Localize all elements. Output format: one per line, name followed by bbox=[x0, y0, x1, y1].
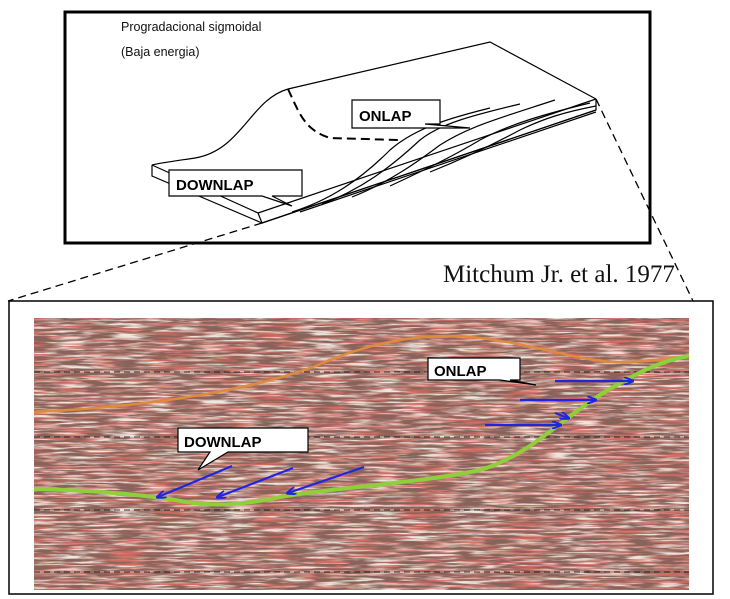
top-block-panel: Progradacional sigmoidal (Baja energia) bbox=[63, 10, 652, 245]
blue-arrow-icon bbox=[158, 464, 233, 497]
top-onlap-callout: ONLAP bbox=[351, 99, 471, 129]
seismic-downlap-label: DOWNLAP bbox=[184, 434, 262, 451]
blue-arrow-icon bbox=[218, 466, 294, 497]
seismic-onlap-callout: ONLAP bbox=[427, 357, 537, 386]
onlap-arrows bbox=[485, 381, 632, 425]
top-downlap-callout: DOWNLAP bbox=[168, 169, 303, 207]
seismic-panel: ONLAP DOWNLAP bbox=[8, 300, 714, 595]
blue-arrow-icon bbox=[288, 465, 365, 493]
top-onlap-label: ONLAP bbox=[359, 108, 412, 125]
block-diagram bbox=[151, 41, 597, 224]
projection-line-left bbox=[7, 222, 263, 302]
seismic-downlap-callout: DOWNLAP bbox=[177, 427, 309, 471]
blue-arrow-icon bbox=[554, 413, 568, 418]
top-panel-title: Progradacional sigmoidal bbox=[121, 20, 261, 34]
seismic-texture bbox=[34, 318, 689, 590]
top-downlap-label: DOWNLAP bbox=[176, 177, 254, 194]
projection-line-right bbox=[595, 98, 694, 302]
seismic-guides bbox=[34, 371, 689, 573]
citation-text: Mitchum Jr. et al. 1977 bbox=[443, 261, 675, 288]
top-panel-subtitle: (Baja energia) bbox=[121, 45, 200, 59]
seismic-onlap-label: ONLAP bbox=[434, 363, 487, 380]
orange-horizon-line bbox=[33, 334, 690, 414]
downlap-arrows bbox=[158, 464, 365, 497]
